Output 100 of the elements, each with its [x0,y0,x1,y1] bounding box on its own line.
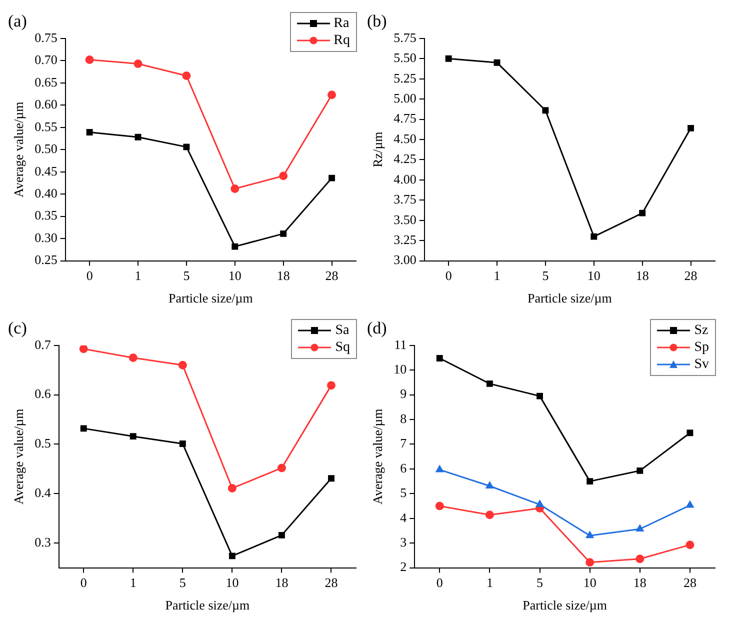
y-axis-title: Average value/µm [11,408,26,504]
point [85,56,94,64]
y-tick-label: 0.35 [34,208,58,223]
y-tick-label: 3.00 [394,252,416,268]
point [636,524,644,532]
y-tick-label: 0.45 [34,163,58,178]
y-tick-label: 3 [400,534,407,550]
point [228,484,236,492]
point [230,184,240,193]
point [636,554,644,564]
y-tick-label: 0.25 [34,252,58,268]
x-tick-label: 0 [445,268,452,284]
point [486,380,493,387]
point [228,552,236,560]
point [639,210,646,216]
point [435,502,444,510]
y-tick-label: 5.50 [394,50,416,66]
point [86,129,93,136]
point [134,134,142,140]
x-tick-label: 10 [587,268,600,284]
point [436,465,444,472]
x-tick-label: 28 [683,575,696,590]
point [183,144,190,150]
y-tick-label: 0.50 [34,141,58,156]
point [542,107,549,114]
x-axis-title: Particle size/µm [165,598,250,613]
y-tick-label: 2 [400,559,407,574]
point [494,59,500,66]
x-tick-label: 18 [276,268,290,284]
y-axis-title: Average value/µm [11,102,26,198]
y-tick-label: 10 [394,362,407,377]
x-tick-label: 1 [494,268,500,284]
x-tick-label: 5 [536,575,544,590]
x-tick-label: 10 [228,268,242,284]
y-tick-label: 5.75 [394,30,416,45]
legend-label: Sq [335,339,350,356]
y-tick-label: 8 [400,410,407,426]
point [586,478,594,485]
point [277,464,286,472]
x-axis-title: Particle size/µm [527,290,612,306]
y-tick-label: 0.40 [34,186,58,200]
y-tick-label: 0.30 [34,230,58,245]
point [328,90,336,100]
point [278,532,285,538]
x-tick-label: 0 [80,575,87,590]
point [326,381,336,390]
y-tick-label: 3.25 [394,232,416,248]
point [536,392,543,400]
x-tick-label: 0 [86,268,93,284]
point [279,172,288,180]
x-tick-label: 1 [486,575,493,590]
y-tick-label: 4.50 [394,130,416,146]
y-tick-label: 9 [400,386,407,402]
point [485,510,494,520]
y-tick-label: 4.75 [394,110,416,126]
point [128,354,138,362]
point [536,500,544,508]
chart-title: (a) [8,12,27,31]
x-tick-label: 18 [275,575,288,590]
y-tick-label: 4.00 [394,171,416,186]
x-tick-label: 28 [325,268,338,284]
y-tick-label: 11 [394,336,407,352]
y-axis-title: Rz/µm [370,132,386,168]
y-tick-label: 0.70 [34,52,58,68]
y-tick-label: 5.25 [394,70,416,86]
point [134,60,142,68]
point [436,355,443,362]
y-tick-label: 6 [400,460,408,476]
x-tick-label: 5 [179,575,186,590]
point [486,482,494,489]
point [686,430,694,436]
legend-label: Rq [334,32,350,49]
x-axis-title: Particle size/µm [168,290,253,306]
y-axis-title: Average value/µm [370,408,386,504]
legend-label: Sv [694,356,709,373]
y-tick-label: 3.50 [394,212,416,227]
chart-title: (c) [8,318,27,338]
x-tick-label: 28 [324,575,338,590]
y-tick-label: 3.75 [394,192,416,207]
x-tick-label: 0 [436,575,443,590]
x-tick-label: 10 [583,575,596,590]
x-axis-title: Particle size/µm [522,598,607,613]
chart-title: (d) [367,318,387,338]
point [636,467,644,474]
x-tick-label: 1 [130,575,136,590]
y-tick-label: 5 [400,485,407,500]
y-tick-label: 0.7 [34,336,52,352]
y-tick-label: 0.4 [34,485,52,500]
point [130,433,136,440]
point [328,174,336,182]
chart-title: (b) [367,12,387,31]
y-tick-label: 0.75 [34,30,58,45]
point [686,501,694,508]
point [688,124,694,132]
legend-label: Ra [334,15,350,32]
y-tick-label: 4.25 [394,151,416,166]
point [586,531,594,538]
point [232,243,238,250]
y-tick-label: 0.60 [34,96,58,112]
point [586,558,594,567]
